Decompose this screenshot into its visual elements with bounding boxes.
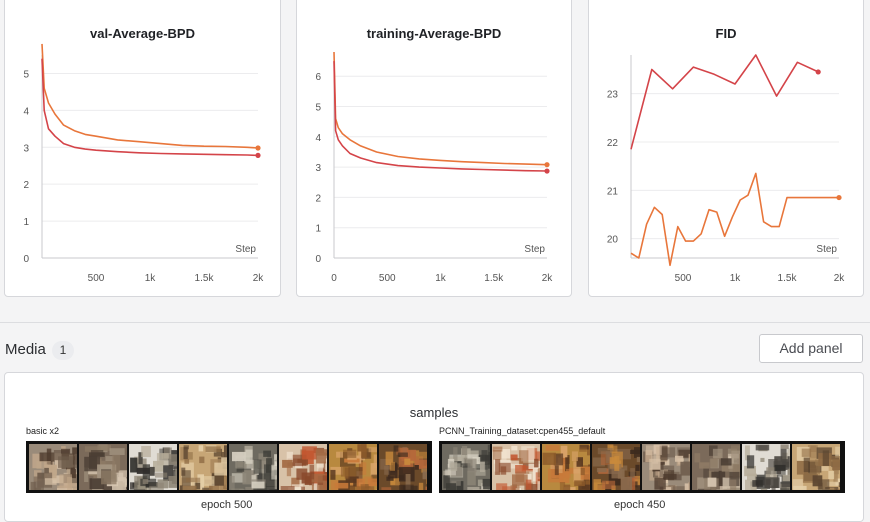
- group-label-basic: basic x2: [26, 426, 59, 436]
- x-axis-label: Step: [235, 244, 256, 255]
- series-endpoint-1: [544, 168, 549, 173]
- x-axis-label: Step: [816, 244, 837, 255]
- sample-image[interactable]: [742, 444, 790, 490]
- y-tick-label: 4: [315, 133, 321, 144]
- series-endpoint-0: [255, 145, 260, 150]
- group-label-pcnn: PCNN_Training_dataset:cpen455_default: [439, 426, 605, 436]
- sample-image[interactable]: [29, 444, 77, 490]
- epoch-label-basic: epoch 500: [201, 499, 252, 511]
- series-line-1: [334, 61, 547, 171]
- series-line-0: [42, 44, 258, 148]
- x-tick-label: 500: [379, 273, 396, 284]
- add-panel-button[interactable]: Add panel: [759, 334, 863, 363]
- y-tick-label: 3: [23, 143, 29, 154]
- x-tick-label: 0: [331, 273, 337, 284]
- y-tick-label: 23: [607, 90, 619, 101]
- series-endpoint-1: [255, 153, 260, 158]
- y-tick-label: 0: [23, 254, 29, 265]
- x-axis-label: Step: [524, 244, 545, 255]
- x-tick-label: 2k: [834, 273, 846, 284]
- x-tick-label: 500: [88, 273, 105, 284]
- y-tick-label: 6: [315, 72, 321, 83]
- y-tick-label: 2: [23, 180, 29, 191]
- sample-image[interactable]: [129, 444, 177, 490]
- sample-image[interactable]: [492, 444, 540, 490]
- sample-image[interactable]: [79, 444, 127, 490]
- series-line-0: [631, 55, 818, 149]
- y-tick-label: 21: [607, 186, 619, 197]
- sample-image[interactable]: [179, 444, 227, 490]
- sample-image[interactable]: [542, 444, 590, 490]
- sample-strip-basic[interactable]: [26, 441, 432, 493]
- sample-image[interactable]: [442, 444, 490, 490]
- x-tick-label: 1.5k: [778, 273, 798, 284]
- sample-image[interactable]: [329, 444, 377, 490]
- epoch-label-pcnn: epoch 450: [614, 499, 665, 511]
- x-tick-label: 2k: [542, 273, 554, 284]
- x-tick-label: 1.5k: [195, 273, 215, 284]
- series-endpoint-0: [544, 162, 549, 167]
- sample-image[interactable]: [279, 444, 327, 490]
- x-tick-label: 1k: [435, 273, 447, 284]
- sample-strip-pcnn[interactable]: [439, 441, 845, 493]
- y-tick-label: 5: [315, 103, 321, 114]
- y-tick-label: 0: [315, 254, 321, 265]
- series-line-0: [334, 52, 547, 165]
- val-bpd-chart: 0 1 2 3 4 5 500 1k 1.5k 2k Step: [5, 0, 282, 298]
- training-bpd-chart: 0 1 2 3 4 5 6 0 500 1k 1.5k 2k Step: [297, 0, 573, 298]
- samples-title: samples: [5, 405, 863, 420]
- sample-image[interactable]: [642, 444, 690, 490]
- media-section-title[interactable]: Media: [5, 341, 46, 358]
- y-tick-label: 5: [23, 69, 29, 80]
- x-tick-label: 1k: [145, 273, 157, 284]
- sample-image[interactable]: [592, 444, 640, 490]
- sample-image[interactable]: [792, 444, 840, 490]
- x-tick-label: 1.5k: [484, 273, 504, 284]
- x-tick-label: 500: [675, 273, 692, 284]
- y-tick-label: 2: [315, 193, 321, 204]
- y-tick-label: 1: [315, 224, 321, 235]
- fid-chart: 20 21 22 23 500 1k 1.5k 2k Step: [589, 0, 865, 298]
- x-tick-label: 1k: [730, 273, 742, 284]
- samples-panel[interactable]: samples basic x2 PCNN_Training_dataset:c…: [4, 372, 864, 522]
- series-endpoint-0: [816, 69, 821, 74]
- x-tick-label: 2k: [253, 273, 265, 284]
- sample-image[interactable]: [229, 444, 277, 490]
- y-tick-label: 20: [607, 235, 619, 246]
- section-divider: [0, 322, 870, 323]
- y-tick-label: 1: [23, 217, 29, 228]
- y-tick-label: 3: [315, 163, 321, 174]
- y-tick-label: 22: [607, 138, 619, 149]
- series-endpoint-1: [836, 195, 841, 200]
- sample-image[interactable]: [692, 444, 740, 490]
- sample-image[interactable]: [379, 444, 427, 490]
- y-tick-label: 4: [23, 106, 29, 117]
- series-line-1: [631, 173, 839, 265]
- media-count-badge: 1: [52, 341, 74, 360]
